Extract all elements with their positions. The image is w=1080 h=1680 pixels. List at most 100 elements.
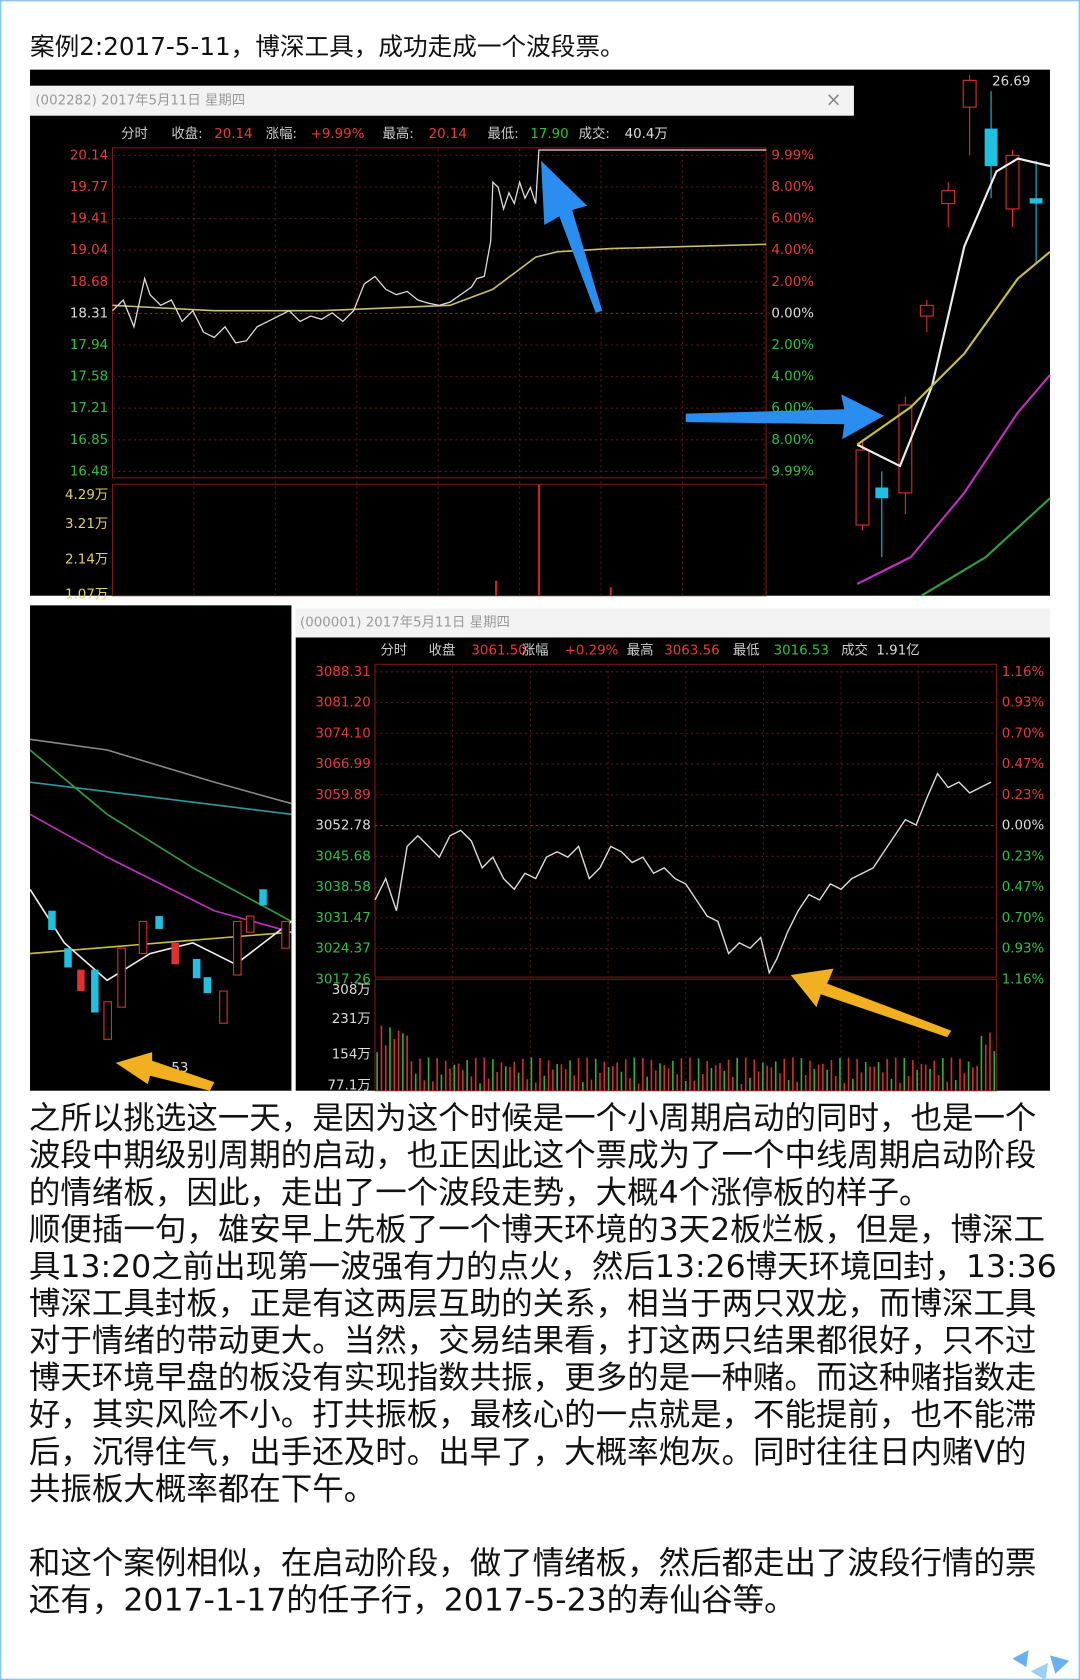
price-tick-label: 18.68 bbox=[70, 275, 108, 290]
header-text: 涨幅: bbox=[266, 126, 297, 142]
price-tick-label: 19.04 bbox=[70, 243, 108, 258]
paragraph-line: 博深工具封板，正是有这两层互助的关系，相当于两只双龙，而博深工具 bbox=[29, 1286, 1037, 1322]
header-text: 最低: bbox=[487, 126, 518, 142]
header-text: +9.99% bbox=[311, 127, 365, 142]
candle-label: 26.69 bbox=[992, 74, 1030, 89]
candle bbox=[941, 190, 956, 205]
arrow bbox=[685, 394, 884, 440]
arrow bbox=[790, 968, 952, 1038]
figure-background bbox=[295, 637, 1050, 1091]
ma-line bbox=[29, 738, 292, 805]
candle bbox=[875, 487, 889, 499]
candle bbox=[138, 920, 148, 955]
percent-tick-label: 2.00% bbox=[771, 338, 814, 353]
volume-tick-label: 77.1万 bbox=[328, 1078, 371, 1093]
header-text: 分时 bbox=[380, 642, 407, 658]
price-tick-label: 3045.68 bbox=[315, 849, 370, 864]
candle bbox=[64, 948, 72, 968]
paragraph-line: 之所以挑选这一天，是因为这个时候是一个小周期启动的同时，也是一个 bbox=[29, 1101, 1037, 1137]
paragraph-line: 和这个案例相似，在启动阶段，做了情绪板，然后都走出了波段行情的票 bbox=[29, 1545, 1037, 1581]
header-text: 最高 bbox=[627, 641, 654, 658]
price-tick-label: 17.21 bbox=[70, 401, 108, 416]
volume-tick-label: 2.14万 bbox=[65, 552, 108, 567]
percent-tick-label: 0.70% bbox=[1002, 726, 1044, 741]
percent-tick-label: 0.93% bbox=[1002, 942, 1044, 957]
header-text: 20.14 bbox=[429, 127, 467, 142]
grid bbox=[375, 665, 997, 1091]
header-text: 涨幅 bbox=[522, 642, 549, 658]
grid bbox=[112, 148, 767, 596]
header-text: 40.4万 bbox=[625, 127, 668, 142]
percent-tick-label: 6.00% bbox=[771, 401, 814, 416]
price-tick-label: 3074.10 bbox=[315, 726, 370, 741]
header-text: +0.29% bbox=[565, 643, 619, 658]
percent-tick-label: 0.47% bbox=[1002, 880, 1044, 895]
ma-line bbox=[29, 781, 292, 816]
candle bbox=[962, 79, 977, 108]
close-button: × bbox=[825, 88, 841, 111]
price-tick-label: 3024.37 bbox=[315, 942, 370, 957]
paragraph-line: 共振板大概率都在下午。 bbox=[29, 1471, 375, 1507]
price-tick-label: 19.41 bbox=[70, 212, 108, 227]
paragraph-line: 对于情绪的带动更大。当然，交易结果看，打这两只结果都很好，只不过 bbox=[29, 1323, 1037, 1359]
price-tick-label: 3017.26 bbox=[315, 972, 370, 987]
price-tick-label: 3059.89 bbox=[315, 788, 370, 803]
percent-tick-label: 0.47% bbox=[1002, 757, 1044, 772]
price-tick-label: 17.58 bbox=[70, 370, 108, 385]
volume-tick-label: 231万 bbox=[332, 1012, 371, 1027]
percent-tick-label: 0.93% bbox=[1002, 696, 1044, 711]
arrow bbox=[115, 1052, 215, 1091]
header-text: 3063.56 bbox=[664, 643, 719, 658]
candle bbox=[245, 915, 255, 933]
volume-tick-label: 154万 bbox=[332, 1047, 371, 1062]
paragraph-line: 具13:20之前出现第一波强有力的点火，然后13:26博天环境回封，13:36 bbox=[29, 1249, 1057, 1285]
paragraph-line: 的情绪板，因此，走出了一个波段走势，大概4个涨停板的样子。 bbox=[29, 1175, 931, 1211]
candle bbox=[984, 128, 998, 167]
header-text: 3061.50 bbox=[471, 643, 526, 658]
paragraph-line: 好，其实风险不小。打共振板，最核心的一点就是，不能提前，也不能滞 bbox=[29, 1397, 1037, 1433]
candle bbox=[1029, 198, 1043, 204]
candle bbox=[91, 969, 99, 1013]
candle bbox=[103, 1001, 112, 1040]
candle bbox=[919, 304, 934, 317]
percent-tick-label: 2.00% bbox=[771, 275, 814, 290]
candle bbox=[1005, 154, 1020, 210]
price-tick-label: 3038.58 bbox=[315, 880, 370, 895]
percent-tick-label: 9.99% bbox=[771, 148, 814, 163]
candle bbox=[219, 990, 228, 1024]
paragraph-line: 后，沉得住气，出手还及时。出早了，大概率炮灰。同时往往日内赌V的 bbox=[29, 1434, 1027, 1470]
header-text: 分时 bbox=[121, 126, 148, 142]
candle bbox=[203, 977, 212, 994]
arrow bbox=[541, 160, 603, 313]
header-text: 收盘 bbox=[429, 641, 456, 658]
volume-tick-label: 308万 bbox=[332, 983, 371, 998]
percent-tick-label: 1.16% bbox=[1002, 665, 1044, 680]
price-tick-label: 3081.20 bbox=[315, 696, 370, 711]
ma-line bbox=[856, 374, 1051, 585]
header-text: 最高: bbox=[383, 125, 414, 142]
percent-tick-label: 0.00% bbox=[1002, 819, 1044, 834]
candle bbox=[281, 920, 290, 949]
candles bbox=[48, 889, 290, 1040]
volume-frame bbox=[111, 483, 767, 597]
header-text: 成交 bbox=[841, 641, 868, 658]
percent-tick-label: 4.00% bbox=[771, 243, 814, 258]
paragraph-line: 顺便插一句，雄安早上先板了一个博天环境的3天2板烂板，但是，博深工 bbox=[29, 1212, 1045, 1248]
volume-tick-label: 4.29万 bbox=[65, 488, 108, 503]
price-tick-label: 17.94 bbox=[70, 338, 108, 353]
paragraph-line: 博天环境早盘的板没有实现指数共振，更多的是一种赌。而这种赌指数走 bbox=[29, 1360, 1037, 1396]
body-text: 之所以挑选这一天，是因为这个时候是一个小周期启动的同时，也是一个波段中期级别周期… bbox=[29, 1101, 1057, 1619]
paragraph-line: 波段中期级别周期的启动，也正因此这个票成为了一个中线周期启动阶段 bbox=[29, 1138, 1037, 1174]
window-titlebar bbox=[30, 85, 854, 116]
percent-tick-label: 0.23% bbox=[1002, 788, 1044, 803]
percent-tick-label: 9.99% bbox=[771, 464, 814, 479]
header-text: 3016.53 bbox=[774, 643, 829, 658]
ma-line bbox=[920, 497, 1051, 597]
price-tick-label: 3052.78 bbox=[315, 819, 370, 834]
candle bbox=[898, 404, 913, 494]
price-tick-label: 16.85 bbox=[70, 433, 108, 448]
candle bbox=[77, 969, 85, 992]
window-titlebar bbox=[295, 608, 1050, 638]
